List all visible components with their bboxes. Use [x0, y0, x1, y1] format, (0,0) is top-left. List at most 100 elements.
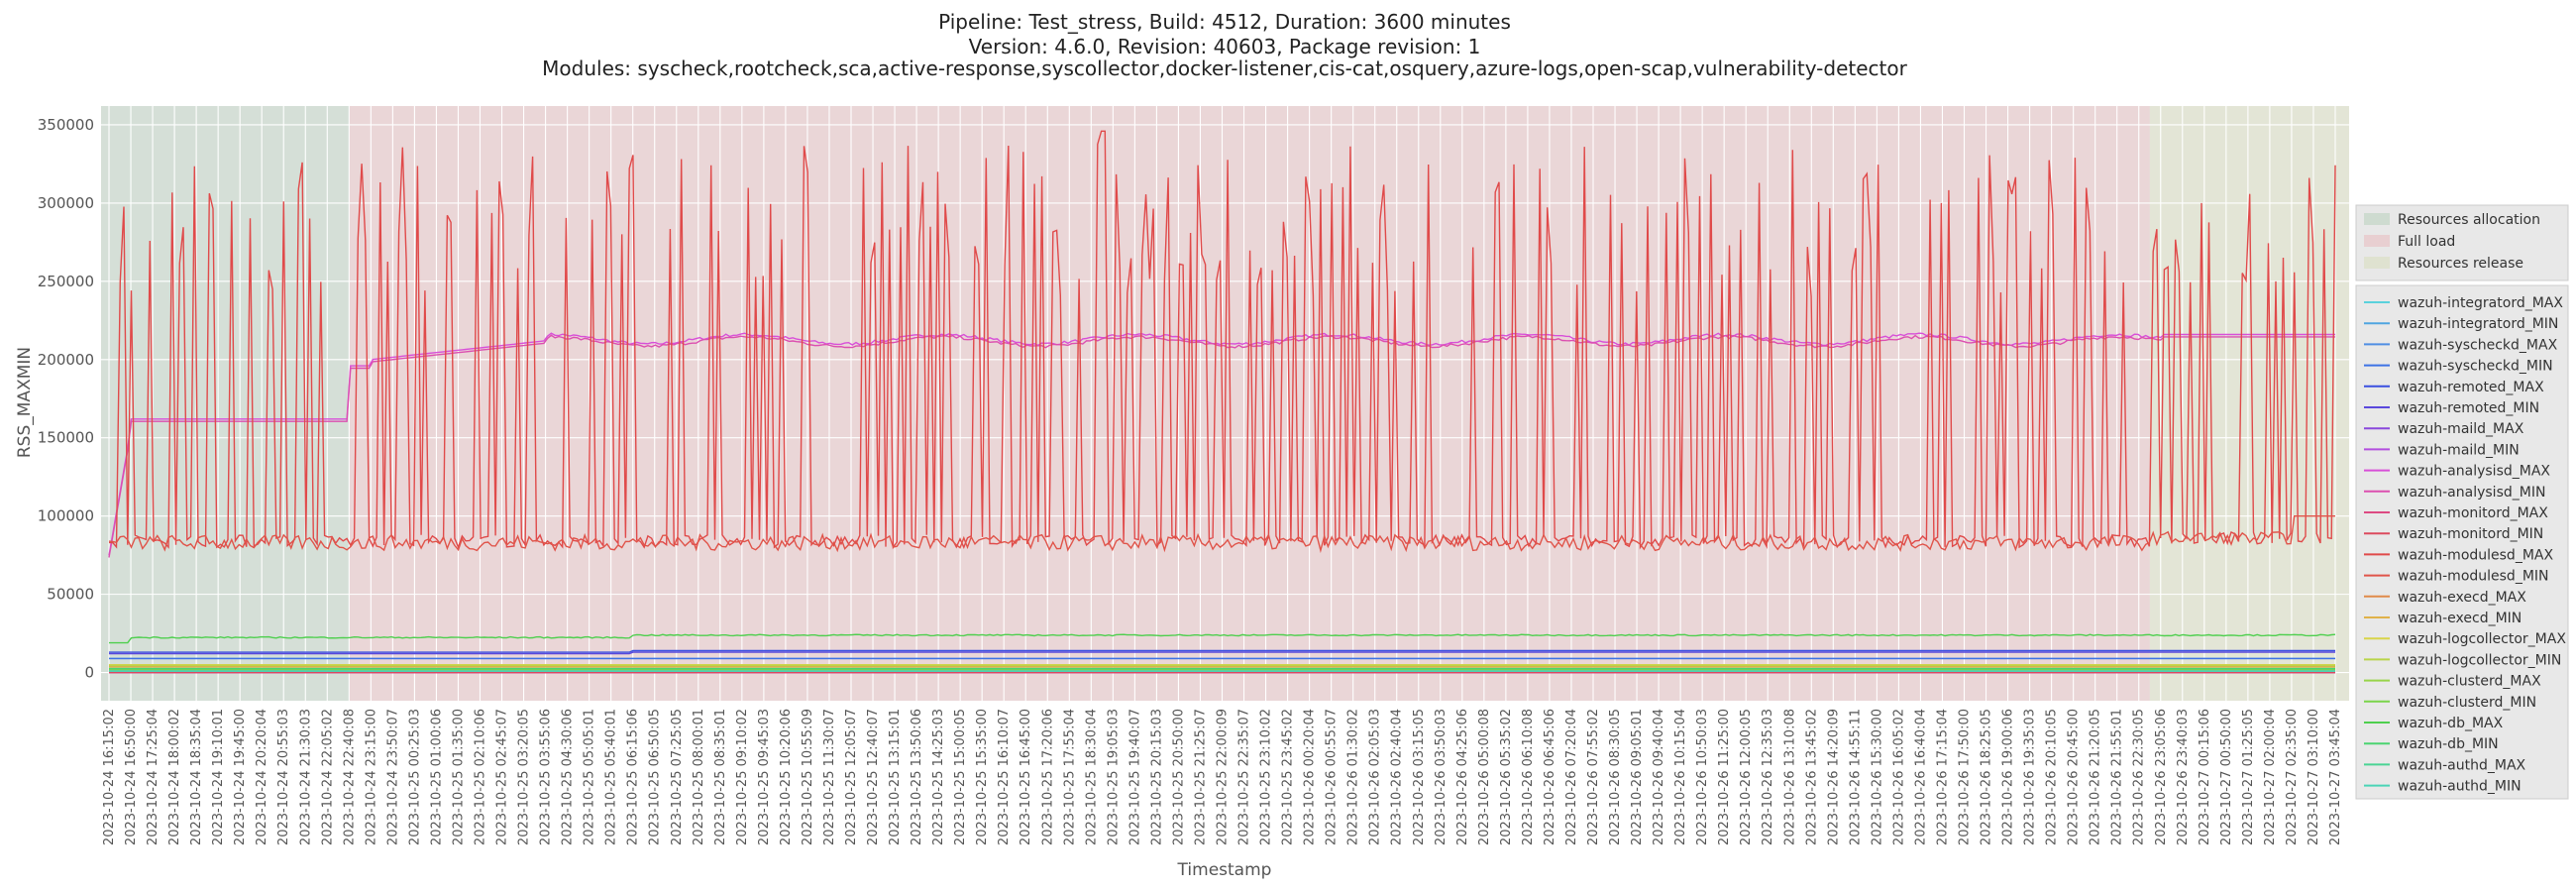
x-tick-label: 2023-10-26 06:10:08: [1521, 709, 1536, 845]
legend-series-label: wazuh-clusterd_MAX: [2398, 674, 2541, 690]
x-tick-label: 2023-10-26 23:05:06: [2154, 709, 2169, 845]
x-tick-label: 2023-10-26 00:20:04: [1303, 709, 1318, 845]
x-tick-label: 2023-10-25 19:05:03: [1106, 709, 1121, 845]
y-tick-label: 100000: [38, 507, 94, 525]
legend-phases: Resources allocation Full load Resources r…: [2355, 204, 2569, 281]
y-tick-label: 300000: [38, 194, 94, 212]
x-tick-label: 2023-10-27 03:45:04: [2328, 709, 2343, 845]
series-line-wazuh-remoted_MAX: [109, 649, 2335, 653]
legend-series-label: wazuh-maild_MIN: [2398, 442, 2520, 458]
y-axis-label: RSS_MAXMIN: [15, 347, 35, 458]
x-tick-label: 2023-10-25 08:35:01: [713, 709, 728, 845]
x-tick-label: 2023-10-26 07:55:02: [1586, 709, 1601, 845]
x-tick-label: 2023-10-25 16:10:07: [997, 709, 1012, 845]
x-tick-label: 2023-10-26 14:20:09: [1826, 709, 1841, 845]
x-tick-label: 2023-10-26 17:50:00: [1958, 709, 1973, 845]
legend-series-label: wazuh-syscheckd_MIN: [2398, 359, 2553, 375]
x-tick-label: 2023-10-25 05:05:01: [583, 709, 597, 845]
legend-series-label: wazuh-logcollector_MAX: [2398, 631, 2566, 647]
x-tick-label: 2023-10-25 01:00:06: [429, 709, 444, 845]
x-tick-label: 2023-10-25 23:10:02: [1259, 709, 1274, 845]
x-tick-label: 2023-10-27 02:00:04: [2263, 709, 2278, 845]
legend-series-label: wazuh-execd_MIN: [2398, 611, 2522, 626]
legend-phase-swatch: [2364, 213, 2390, 225]
x-tick-label: 2023-10-26 06:45:06: [1543, 709, 1557, 845]
legend-series-label: wazuh-analysisd_MAX: [2398, 464, 2550, 480]
x-tick-label: 2023-10-26 15:30:00: [1870, 709, 1884, 845]
x-tick-label: 2023-10-24 20:20:04: [255, 709, 269, 845]
x-tick-label: 2023-10-24 18:35:04: [189, 709, 204, 845]
x-tick-label: 2023-10-26 17:15:04: [1936, 709, 1951, 845]
x-tick-label: 2023-10-26 22:30:05: [2132, 709, 2147, 845]
x-tick-label: 2023-10-24 17:25:04: [146, 709, 161, 845]
x-tick-label: 2023-10-27 03:10:00: [2307, 709, 2321, 845]
legend-series: wazuh-integratord_MAX wazuh-integratord_M…: [2355, 284, 2569, 800]
x-tick-label: 2023-10-24 23:50:07: [385, 709, 400, 845]
legend-series-box: [2355, 284, 2569, 800]
legend-series-label: wazuh-logcollector_MIN: [2398, 652, 2561, 668]
x-tick-labels: 2023-10-24 16:15:02 2023-10-24 16:50:00 20…: [102, 709, 2343, 845]
x-tick-label: 2023-10-26 20:10:05: [2045, 709, 2060, 845]
x-tick-label: 2023-10-25 13:15:01: [888, 709, 903, 845]
x-tick-label: 2023-10-26 05:35:02: [1499, 709, 1514, 845]
series-line-wazuh-db_MAX: [109, 633, 2336, 644]
x-tick-label: 2023-10-26 12:00:05: [1739, 709, 1754, 845]
x-tick-label: 2023-10-26 01:30:02: [1346, 709, 1361, 845]
x-tick-label: 2023-10-25 12:05:07: [844, 709, 859, 845]
series-line-wazuh-remoted_MIN: [109, 651, 2335, 655]
legend-series-label: wazuh-authd_MAX: [2398, 757, 2526, 773]
x-tick-label: 2023-10-25 06:15:06: [626, 709, 641, 845]
legend-series-label: wazuh-db_MAX: [2398, 716, 2504, 731]
y-tick-labels: 0 50000 100000 150000 200000 250000 300000 3500…: [38, 116, 94, 682]
x-tick-label: 2023-10-25 15:35:00: [975, 709, 990, 845]
x-tick-label: 2023-10-25 01:35:00: [452, 709, 467, 845]
legend-phase-label: Resources allocation: [2398, 212, 2540, 228]
legend-series-label: wazuh-modulesd_MAX: [2398, 547, 2553, 563]
x-tick-label: 2023-10-26 21:20:05: [2089, 709, 2103, 845]
x-tick-label: 2023-10-26 03:50:03: [1434, 709, 1449, 845]
legend-series-label: wazuh-db_MIN: [2398, 736, 2499, 752]
legend-phase-label: Full load: [2398, 234, 2455, 250]
x-tick-label: 2023-10-24 16:50:00: [124, 709, 139, 845]
y-tick-label: 50000: [47, 586, 94, 604]
x-tick-label: 2023-10-24 22:05:02: [320, 709, 335, 845]
title-line-3: Modules: syscheck,rootcheck,sca,active-r…: [542, 56, 1907, 80]
x-tick-label: 2023-10-25 00:25:03: [407, 709, 422, 845]
title-line-2: Version: 4.6.0, Revision: 40603, Package…: [969, 35, 1481, 58]
x-tick-label: 2023-10-25 08:00:01: [692, 709, 706, 845]
x-tick-label: 2023-10-25 18:30:04: [1084, 709, 1099, 845]
legend-phase-swatch: [2364, 235, 2390, 247]
legend-series-label: wazuh-clusterd_MIN: [2398, 695, 2536, 711]
x-tick-label: 2023-10-26 13:10:08: [1782, 709, 1797, 845]
x-tick-label: 2023-10-25 17:55:04: [1062, 709, 1077, 845]
legend-phases-box: [2355, 204, 2569, 281]
x-tick-label: 2023-10-26 20:45:00: [2067, 709, 2082, 845]
legend-series-label: wazuh-analysisd_MIN: [2398, 485, 2545, 501]
x-tick-label: 2023-10-25 03:20:05: [517, 709, 532, 845]
series-line-wazuh-analysisd_MIN: [108, 334, 2335, 558]
x-tick-label: 2023-10-25 19:40:07: [1127, 709, 1142, 845]
x-tick-label: 2023-10-25 11:30:07: [822, 709, 837, 845]
x-tick-label: 2023-10-25 23:45:02: [1281, 709, 1296, 845]
legend-phase-label: Resources release: [2398, 256, 2523, 272]
x-tick-label: 2023-10-26 04:25:06: [1455, 709, 1470, 845]
x-tick-label: 2023-10-25 09:45:03: [757, 709, 772, 845]
x-tick-label: 2023-10-25 07:25:05: [670, 709, 685, 845]
x-tick-label: 2023-10-25 17:20:06: [1040, 709, 1055, 845]
legend-series-label: wazuh-monitord_MAX: [2398, 505, 2548, 521]
legend-series-label: wazuh-integratord_MAX: [2398, 295, 2563, 311]
x-tick-label: 2023-10-26 10:50:03: [1695, 709, 1710, 845]
x-tick-label: 2023-10-25 22:00:09: [1216, 709, 1231, 845]
x-tick-label: 2023-10-25 03:55:06: [539, 709, 554, 845]
x-tick-label: 2023-10-25 14:25:03: [931, 709, 946, 845]
legend-series-label: wazuh-authd_MIN: [2398, 779, 2522, 795]
x-tick-label: 2023-10-24 22:40:08: [342, 709, 357, 845]
x-tick-label: 2023-10-26 11:25:00: [1717, 709, 1732, 845]
series-lines: [108, 130, 2336, 674]
x-tick-label: 2023-10-26 10:15:04: [1673, 709, 1688, 845]
x-tick-label: 2023-10-25 05:40:01: [604, 709, 619, 845]
x-tick-label: 2023-10-24 18:00:02: [167, 709, 182, 845]
x-tick-label: 2023-10-27 01:25:05: [2241, 709, 2256, 845]
legend-series-label: wazuh-syscheckd_MAX: [2398, 337, 2558, 353]
x-tick-label: 2023-10-26 09:40:04: [1652, 709, 1666, 845]
